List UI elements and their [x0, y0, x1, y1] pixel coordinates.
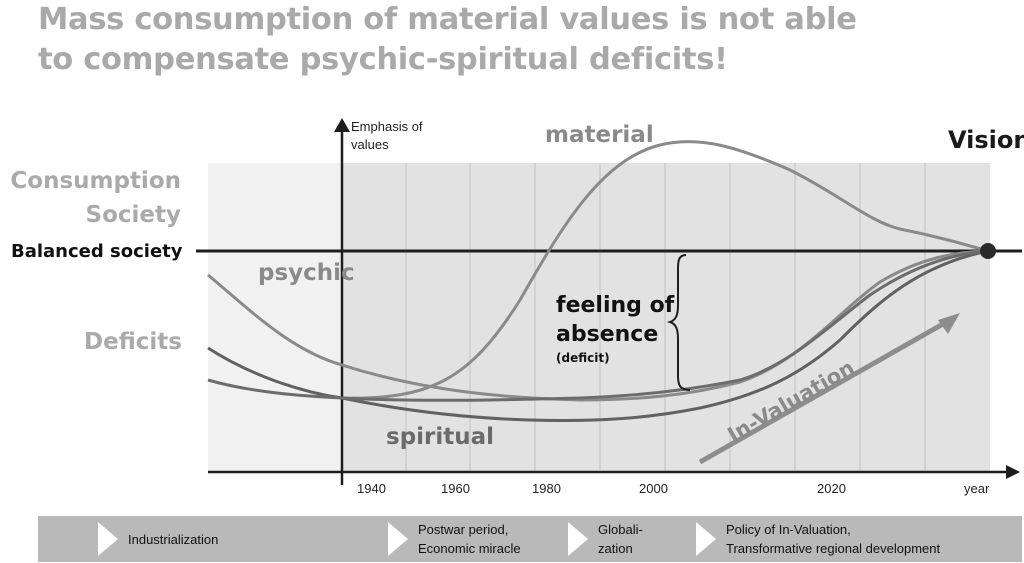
timeline-phase-label: Postwar period, Economic miracle [418, 522, 521, 556]
timeline-phase-label: Industrialization [128, 531, 219, 547]
x-tick-label: 2020 [817, 481, 846, 496]
annotation-line-2: absence [556, 322, 659, 347]
timeline-phase: Industrialization [98, 516, 218, 562]
title-line-2: to compensate psychic-spiritual deficits… [38, 42, 728, 77]
y-axis-arrowhead [334, 118, 350, 132]
in-valuation-arrow [698, 317, 952, 465]
triangle-arrow-icon [98, 522, 118, 556]
y-axis-label: Emphasis of values [351, 118, 423, 154]
spiritual-label: spiritual [386, 424, 495, 450]
balanced-society-label: Balanced society [11, 241, 183, 262]
page-title: Mass consumption of material values is n… [38, 0, 857, 80]
triangle-arrow-icon [696, 522, 716, 556]
x-tick-label: 1960 [441, 481, 470, 496]
y-axis-label-line-2: values [351, 137, 389, 152]
timeline-phase: Globali- zation [568, 516, 643, 562]
x-tick-label: 1940 [357, 481, 386, 496]
vertical-gridlines [405, 163, 926, 473]
timeline-phase-label: Policy of In-Valuation, Transformative r… [726, 522, 941, 556]
material-label: material [545, 122, 654, 148]
consumption-label-line-1: Consumption [10, 168, 181, 194]
x-axis-label: year [964, 481, 990, 496]
feeling-of-absence-annotation: feeling of absence (deficit) [556, 291, 674, 367]
psychic-curve [207, 249, 989, 402]
psychic-label: psychic [258, 260, 355, 286]
pre-era-panel [208, 163, 342, 473]
triangle-arrow-icon [568, 522, 588, 556]
deficit-brace [666, 254, 691, 391]
consumption-society-label: Consumption Society [0, 164, 181, 232]
spiritual-curve [207, 249, 989, 402]
deficits-label: Deficits [84, 329, 182, 355]
triangle-arrow-icon [388, 522, 408, 556]
title-line-1: Mass consumption of material values is n… [38, 2, 857, 37]
vision-point [980, 243, 996, 259]
material-curve [341, 140, 989, 400]
annotation-line-3: (deficit) [556, 351, 610, 365]
y-axis-label-line-1: Emphasis of [351, 119, 423, 134]
timeline-phase: Postwar period, Economic miracle [388, 516, 521, 562]
x-tick-label: 2000 [639, 481, 668, 496]
timeline-phase: Policy of In-Valuation, Transformative r… [696, 516, 940, 562]
vision-label: Vision [948, 126, 1024, 154]
timeline-bar: Industrialization Postwar period, Econom… [38, 516, 1022, 562]
x-axis-arrowhead [1006, 465, 1020, 479]
consumption-label-line-2: Society [85, 202, 181, 228]
annotation-line-1: feeling of [556, 293, 675, 318]
era-panel [342, 163, 990, 473]
timeline-phase-label: Globali- zation [598, 522, 643, 556]
x-tick-label: 1980 [532, 481, 561, 496]
in-valuation-arrowhead [938, 313, 960, 334]
